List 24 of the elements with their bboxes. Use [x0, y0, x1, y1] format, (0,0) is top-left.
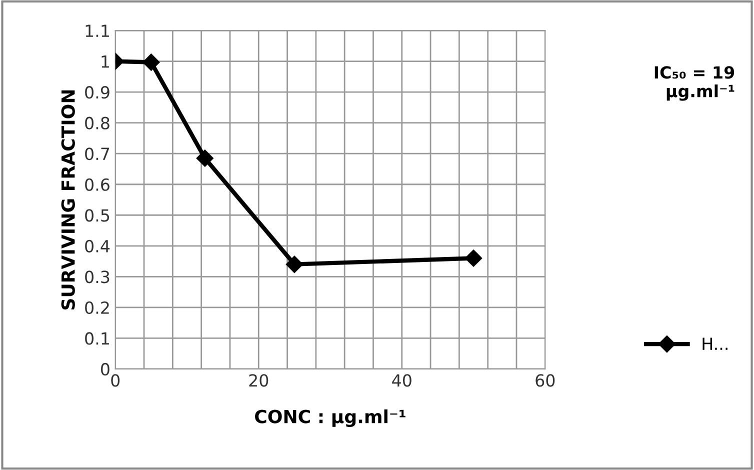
x-tick-label: 40	[392, 374, 412, 387]
y-axis-title: SURVIVING FRACTION	[61, 90, 75, 310]
point	[464, 250, 482, 267]
y-tick-label: 1	[102, 55, 109, 68]
y-tick-label: 0.3	[85, 270, 110, 284]
text: IC₅₀ = 19 μg.ml⁻¹	[654, 66, 734, 101]
y-tick-label: 0.9	[85, 86, 110, 99]
y-tick-label: 0.7	[85, 148, 110, 160]
x-tick-label: 20	[249, 374, 268, 387]
legend-label: H...	[702, 338, 728, 350]
y-tick-label: 0.5	[85, 209, 110, 222]
point	[286, 256, 303, 273]
y-tick-label: 0.6	[85, 178, 110, 191]
y-tick-label: 0.1	[85, 332, 109, 345]
point	[196, 150, 214, 167]
x-tick-label: 0	[111, 374, 120, 387]
x-tick-label: 60	[536, 374, 555, 387]
x-axis-title: CONC : μg.ml⁻¹	[255, 409, 406, 427]
point	[142, 54, 160, 71]
y-tick-label: 0.2	[85, 301, 109, 314]
y-tick-label: 1.1	[86, 24, 109, 37]
y-tick-label: 0	[100, 362, 110, 376]
y-tick-label: 0.8	[85, 116, 110, 130]
y-tick-label: 0.4	[85, 240, 110, 252]
